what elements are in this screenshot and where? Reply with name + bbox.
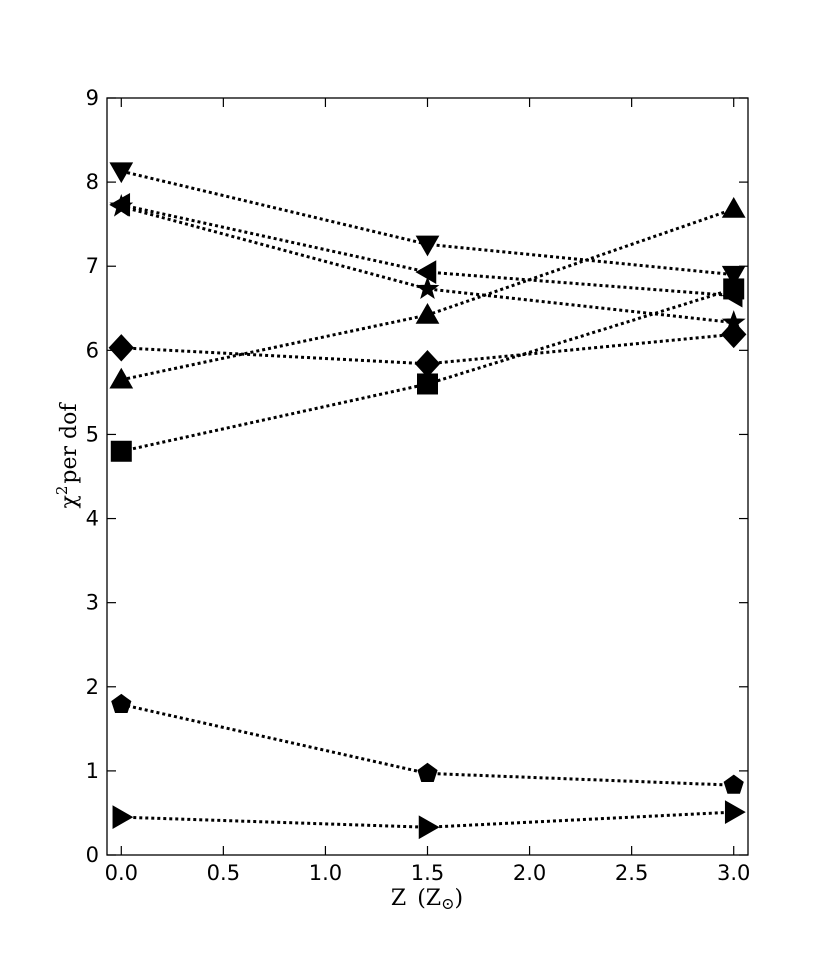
series-triangle-up <box>109 197 746 389</box>
series-triangle-right <box>112 800 746 840</box>
triangle-down-marker <box>109 162 134 184</box>
y-tick-label: 6 <box>86 338 99 362</box>
triangle-down-marker <box>721 265 746 287</box>
x-tick-label: 0.5 <box>207 861 240 885</box>
pentagon-marker <box>417 762 438 783</box>
pentagon-marker <box>723 774 744 794</box>
x-tick-label: 2.0 <box>513 861 546 885</box>
series-pentagon <box>111 693 744 794</box>
y-tick-label: 8 <box>86 170 99 194</box>
square-marker <box>417 373 438 395</box>
square-marker <box>723 278 745 300</box>
triangle-up-marker <box>721 197 746 218</box>
series-square <box>110 278 745 462</box>
y-tick-label: 1 <box>86 759 99 783</box>
triangle-right-marker <box>418 815 440 840</box>
series-triangle-down <box>109 162 746 287</box>
x-axis-label: Z (Z⊙) <box>391 886 463 913</box>
y-tick-label: 4 <box>86 507 99 531</box>
y-tick-label: 7 <box>86 254 99 278</box>
y-tick-label: 9 <box>86 86 99 110</box>
diamond-marker <box>721 320 747 349</box>
diamond-marker <box>414 350 441 378</box>
axis-ticks: 0.0 0.5 1.0 1.5 2.0 2.5 3.0 0 1 2 3 4 5 6 7 8 9 <box>86 86 751 885</box>
y-tick-label: 2 <box>86 675 99 699</box>
y-axis-label: χ2per dof <box>53 402 82 509</box>
y-tick-label: 3 <box>86 591 99 615</box>
series-line <box>120 205 734 325</box>
star-marker <box>415 276 440 300</box>
star-marker <box>109 194 134 217</box>
x-tick-label: 2.5 <box>615 861 648 885</box>
x-tick-label: 1.5 <box>411 861 444 885</box>
y-tick-label: 5 <box>86 422 99 446</box>
y-tick-label: 0 <box>86 843 99 867</box>
triangle-up-marker <box>109 367 134 389</box>
triangle-right-marker <box>112 805 134 830</box>
triangle-up-marker <box>415 302 440 324</box>
triangle-right-marker <box>724 800 746 824</box>
x-tick-label: 3.0 <box>717 861 750 885</box>
chart-marks <box>108 162 747 840</box>
x-tick-label: 1.0 <box>309 861 342 885</box>
plot-frame <box>106 97 749 856</box>
series-diamond <box>108 320 747 378</box>
diamond-marker <box>108 334 134 362</box>
pentagon-marker <box>111 693 132 714</box>
triangle-left-marker <box>415 260 437 284</box>
x-tick-label: 0.0 <box>105 861 138 885</box>
triangle-down-marker <box>415 235 440 257</box>
series-line <box>120 169 734 277</box>
square-marker <box>110 440 132 462</box>
